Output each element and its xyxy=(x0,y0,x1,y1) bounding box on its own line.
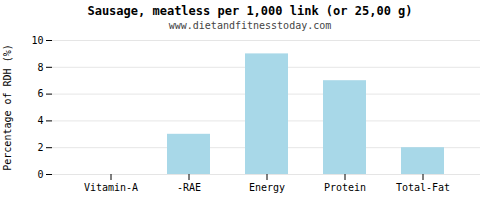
html-text:www.dietandfitnesstoday.com: www.dietandfitnesstoday.com xyxy=(168,20,332,31)
svg-text:10: 10 xyxy=(31,35,43,46)
svg-text:Percentage of RDH (%): Percentage of RDH (%) xyxy=(2,44,13,170)
svg-text:6: 6 xyxy=(37,88,43,99)
svg-text:Protein: Protein xyxy=(324,182,366,193)
svg-text:0: 0 xyxy=(37,169,43,180)
svg-text:Vitamin-A: Vitamin-A xyxy=(84,182,138,193)
svg-text:Total-Fat: Total-Fat xyxy=(396,182,450,193)
html-text:Sausage, meatless per 1,000 li: Sausage, meatless per 1,000 link (or 25,… xyxy=(87,4,413,18)
svg-text:8: 8 xyxy=(37,62,43,73)
svg-text:4: 4 xyxy=(37,115,43,126)
svg-text:-RAE: -RAE xyxy=(177,182,201,193)
svg-text:Energy: Energy xyxy=(249,182,285,193)
svg-text:2: 2 xyxy=(37,142,43,153)
